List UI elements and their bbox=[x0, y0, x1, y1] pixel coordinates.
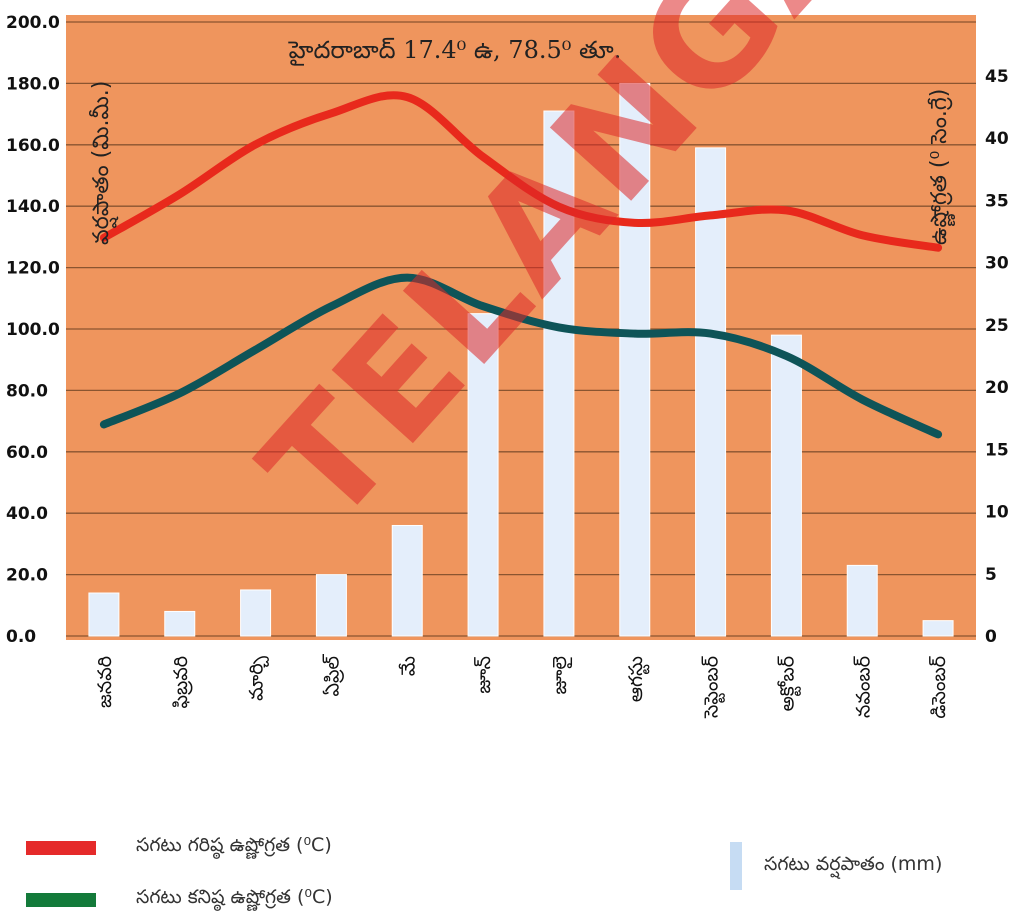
right-tick-label: 40 bbox=[985, 129, 1009, 149]
month-label: జనవరి bbox=[94, 656, 116, 708]
rainfall-bar bbox=[467, 313, 499, 637]
legend-rainfall: సగటు వర్షపాతం (mm) bbox=[730, 842, 942, 890]
legend-max-temp: సగటు గరిష్ఠ ఉష్ణోగ్రత (⁰C) bbox=[26, 834, 332, 861]
rainfall-bar bbox=[695, 147, 727, 637]
right-tick-label: 5 bbox=[985, 565, 997, 585]
rainfall-bar bbox=[240, 589, 272, 637]
min-temp-line bbox=[99, 273, 943, 439]
month-label: డిసెంబర్ bbox=[928, 655, 950, 718]
right-tick-label: 35 bbox=[985, 191, 1009, 211]
chart-title: హైదరాబాద్ 17.4⁰ ఉ, 78.5⁰ తూ. bbox=[288, 36, 622, 66]
month-label: అక్టోబర్ bbox=[776, 655, 801, 711]
rainfall-bar bbox=[391, 524, 423, 637]
rainfall-label: సగటు వర్షపాతం (mm) bbox=[764, 852, 943, 875]
max-temp-label: సగటు గరిష్ఠ ఉష్ణోగ్రత (⁰C) bbox=[136, 834, 332, 856]
right-tick-label: 45 bbox=[985, 67, 1009, 87]
max-temp-line bbox=[99, 91, 943, 252]
temperature-lines bbox=[99, 91, 943, 439]
rainfall-bar bbox=[619, 82, 651, 637]
month-labels: జనవరి ఫిబ్రవరి మార్చి ఏప్రిల్ మే జూన్ జూలై ఆగస్… bbox=[94, 653, 950, 719]
right-tick-label: 30 bbox=[985, 254, 1009, 274]
month-label: ఆగస్టు bbox=[625, 656, 650, 702]
left-tick-label: 40.0 bbox=[6, 504, 48, 524]
month-label: మార్చి bbox=[246, 656, 270, 701]
right-axis-ticks: 0 5 10 15 20 25 30 35 40 45 bbox=[985, 67, 1009, 647]
rainfall-bar bbox=[88, 592, 120, 637]
left-tick-label: 100.0 bbox=[6, 320, 60, 340]
month-label: జూలై bbox=[549, 656, 573, 694]
left-tick-label: 180.0 bbox=[6, 74, 60, 94]
left-tick-label: 60.0 bbox=[6, 443, 48, 463]
right-axis-label: ఉష్ణోగ్రత (⁰ సెం.గ్రే) bbox=[927, 89, 956, 245]
right-tick-label: 15 bbox=[985, 440, 1009, 460]
grid-lines bbox=[66, 21, 976, 637]
month-label: ఏప్రిల్ bbox=[321, 653, 344, 696]
min-temp-label: సగటు కనిష్ఠ ఉష్ణోగ్రత (⁰C) bbox=[136, 886, 333, 908]
month-label: నవంబర్ bbox=[852, 655, 874, 718]
left-tick-label: 160.0 bbox=[6, 136, 60, 156]
right-tick-label: 0 bbox=[985, 627, 997, 647]
min-temp-swatch bbox=[26, 892, 96, 907]
right-tick-label: 25 bbox=[985, 316, 1009, 336]
rainfall-bar bbox=[315, 574, 347, 637]
rainfall-swatch bbox=[730, 842, 742, 890]
rainfall-bars bbox=[88, 82, 954, 637]
max-temp-swatch bbox=[26, 840, 96, 855]
left-tick-label: 120.0 bbox=[6, 259, 60, 279]
right-tick-label: 20 bbox=[985, 378, 1009, 398]
left-tick-label: 200.0 bbox=[6, 13, 60, 33]
month-label: ఫిబ్రవరి bbox=[170, 656, 193, 709]
right-tick-label: 10 bbox=[985, 503, 1009, 523]
rainfall-bar bbox=[164, 610, 196, 637]
rainfall-bar bbox=[922, 620, 954, 637]
plot-area bbox=[66, 15, 976, 640]
left-axis-ticks: 0.0 20.0 40.0 60.0 80.0 100.0 120.0 140.0 160.0 1… bbox=[6, 13, 60, 647]
left-tick-label: 20.0 bbox=[6, 566, 48, 586]
left-tick-label: 0.0 bbox=[6, 627, 36, 647]
legend-min-temp: సగటు కనిష్ఠ ఉష్ణోగ్రత (⁰C) bbox=[26, 886, 333, 913]
month-label: జూన్ bbox=[473, 656, 495, 694]
left-tick-label: 140.0 bbox=[6, 197, 60, 217]
month-label: మే bbox=[397, 656, 419, 676]
rainfall-bar bbox=[770, 334, 802, 637]
left-tick-label: 80.0 bbox=[6, 381, 48, 401]
month-label: సెప్టెంబర్ bbox=[701, 655, 726, 719]
rainfall-bar bbox=[846, 564, 878, 637]
